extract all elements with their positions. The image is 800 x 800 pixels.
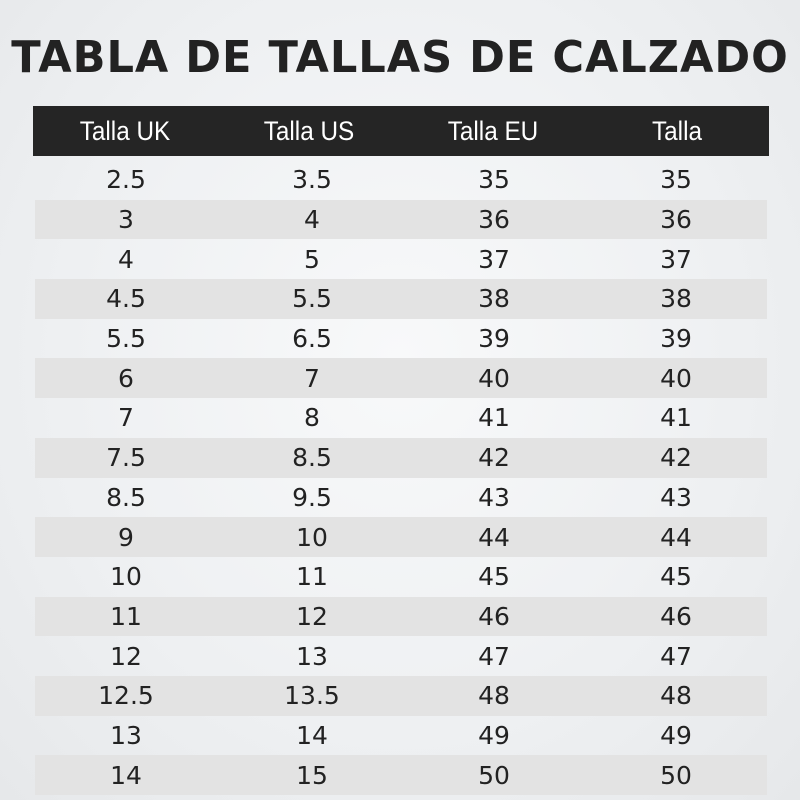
cell-uk: 4.5 — [106, 284, 146, 314]
cell-uk: 11 — [110, 601, 142, 631]
table-row: 5.5 6.5 39 39 — [35, 319, 767, 359]
cell-us: 15 — [296, 760, 328, 790]
table-row: 13 14 49 49 — [35, 716, 767, 756]
cell-eu: 49 — [478, 720, 510, 750]
header-us: Talla US — [263, 115, 355, 146]
page-title: TABLA DE TALLAS DE CALZADO — [11, 32, 789, 83]
cell-uk: 12 — [110, 641, 142, 671]
table-row: 7 8 41 41 — [35, 398, 767, 438]
cell-eu: 45 — [478, 562, 510, 592]
cell-uk: 6 — [118, 363, 134, 393]
table-row: 8.5 9.5 43 43 — [35, 478, 767, 518]
cell-talla: 38 — [660, 284, 692, 314]
cell-us: 13.5 — [284, 681, 340, 711]
cell-eu: 47 — [478, 641, 510, 671]
cell-talla: 43 — [660, 482, 692, 512]
cell-eu: 46 — [478, 601, 510, 631]
cell-uk: 3 — [118, 205, 134, 235]
cell-uk: 9 — [118, 522, 134, 552]
cell-eu: 43 — [478, 482, 510, 512]
cell-talla: 50 — [660, 760, 692, 790]
cell-eu: 42 — [478, 443, 510, 473]
cell-uk: 13 — [110, 720, 142, 750]
cell-us: 14 — [296, 720, 328, 750]
cell-eu: 44 — [478, 522, 510, 552]
cell-uk: 2.5 — [106, 165, 146, 195]
cell-us: 5 — [304, 244, 320, 274]
table-header: Talla UK Talla US Talla EU Talla — [33, 106, 769, 156]
cell-eu: 39 — [478, 324, 510, 354]
cell-talla: 45 — [660, 562, 692, 592]
cell-uk: 14 — [110, 760, 142, 790]
cell-eu: 50 — [478, 760, 510, 790]
table-row: 7.5 8.5 42 42 — [35, 437, 767, 478]
cell-eu: 36 — [478, 205, 510, 235]
cell-us: 9.5 — [292, 482, 332, 512]
table-row: 14 15 50 50 — [35, 755, 767, 795]
size-chart-table: Talla UK Talla US Talla EU Talla 2.5 3.5 3… — [33, 106, 769, 795]
cell-uk: 10 — [110, 562, 142, 592]
table-row: 10 11 45 45 — [35, 557, 767, 597]
cell-uk: 5.5 — [106, 324, 146, 354]
table-row: 12 13 47 47 — [35, 636, 767, 676]
cell-eu: 35 — [478, 165, 510, 195]
cell-talla: 42 — [660, 443, 692, 473]
cell-talla: 36 — [660, 205, 692, 235]
cell-eu: 48 — [478, 681, 510, 711]
cell-talla: 39 — [660, 324, 692, 354]
cell-us: 11 — [296, 562, 328, 592]
table-row: 12.5 13.5 48 48 — [35, 675, 767, 716]
cell-talla: 37 — [660, 244, 692, 274]
cell-talla: 35 — [660, 165, 692, 195]
cell-talla: 46 — [660, 601, 692, 631]
cell-eu: 38 — [478, 284, 510, 314]
table-row: 4 5 37 37 — [35, 239, 767, 279]
cell-us: 12 — [296, 601, 328, 631]
cell-us: 3.5 — [292, 165, 332, 195]
cell-uk: 7 — [118, 403, 134, 433]
header-eu: Talla EU — [447, 115, 539, 146]
table-row: 3 4 36 36 — [35, 199, 767, 240]
cell-uk: 4 — [118, 244, 134, 274]
cell-us: 7 — [304, 363, 320, 393]
cell-talla: 40 — [660, 363, 692, 393]
cell-us: 10 — [296, 522, 328, 552]
table-row: 9 10 44 44 — [35, 517, 767, 557]
cell-us: 6.5 — [292, 324, 332, 354]
table-row: 11 12 46 46 — [35, 596, 767, 637]
cell-talla: 41 — [660, 403, 692, 433]
cell-us: 8.5 — [292, 443, 332, 473]
cell-us: 5.5 — [292, 284, 332, 314]
cell-eu: 40 — [478, 363, 510, 393]
table-row: 6 7 40 40 — [35, 358, 767, 399]
cell-uk: 7.5 — [106, 443, 146, 473]
cell-talla: 48 — [660, 681, 692, 711]
table-row: 4.5 5.5 38 38 — [35, 279, 767, 319]
cell-talla: 49 — [660, 720, 692, 750]
header-talla: Talla — [652, 115, 702, 146]
cell-us: 13 — [296, 641, 328, 671]
cell-us: 8 — [304, 403, 320, 433]
table-row: 2.5 3.5 35 35 — [35, 160, 767, 200]
cell-us: 4 — [304, 205, 320, 235]
cell-uk: 12.5 — [98, 681, 154, 711]
cell-eu: 37 — [478, 244, 510, 274]
cell-uk: 8.5 — [106, 482, 146, 512]
table-body: 2.5 3.5 35 35 3 4 36 36 4 5 37 37 4.5 5.5 38 38 5.5 6.5 39… — [33, 160, 769, 795]
cell-eu: 41 — [478, 403, 510, 433]
cell-talla: 44 — [660, 522, 692, 552]
header-uk: Talla UK — [79, 115, 171, 146]
cell-talla: 47 — [660, 641, 692, 671]
